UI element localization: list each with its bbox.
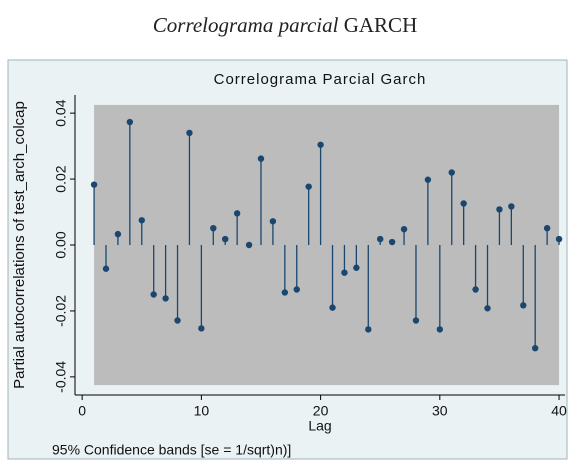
x-tick-label: 0 (78, 403, 86, 419)
stem-dot (531, 344, 539, 352)
stem-dot (329, 304, 336, 311)
stem-dot (472, 286, 479, 293)
y-tick-label: 0.00 (53, 231, 69, 258)
y-tick-label: -0.04 (53, 361, 69, 393)
x-tick-label: 10 (194, 403, 210, 419)
caption-italic: Correlograma parcial (153, 13, 339, 37)
stem-dot (233, 210, 241, 217)
stem-dot (174, 317, 181, 324)
stem-dot (436, 326, 444, 333)
stem-dot (269, 218, 277, 225)
stem-dot (293, 286, 300, 293)
stem-dot (102, 265, 110, 272)
stem-dot (186, 129, 193, 137)
stem-dot (508, 203, 515, 210)
stem-dot (353, 264, 360, 271)
y-axis-label: Partial autocorrelations of test_arch_co… (11, 101, 28, 389)
y-tick-label: -0.02 (53, 295, 69, 327)
stem-dot (257, 155, 265, 162)
confidence-band (94, 104, 560, 386)
stem-dot (412, 317, 420, 324)
stem-dot (341, 269, 348, 276)
stem-dot (114, 230, 122, 238)
stem-dot (496, 206, 503, 213)
stem-dot (281, 289, 289, 296)
y-tick-label: 0.04 (53, 99, 69, 126)
stem-dot (543, 224, 551, 232)
stem-dot (377, 235, 384, 243)
stem-dot (126, 118, 134, 126)
caption-plain: GARCH (344, 13, 418, 37)
stem-dot (400, 225, 408, 233)
x-axis-label: Lag (308, 418, 331, 434)
stem-dot (520, 302, 527, 309)
stem-dot (162, 295, 169, 302)
stem-dot (460, 200, 467, 207)
x-tick-label: 40 (551, 403, 567, 419)
stem-dot (424, 176, 432, 183)
stem-dot (198, 325, 205, 332)
chart-title: Correlograma Parcial Garch (214, 71, 427, 88)
stem-dot (555, 235, 563, 243)
y-tick-label: 0.02 (53, 165, 69, 192)
stem-dot (222, 235, 229, 243)
x-tick-label: 30 (432, 403, 448, 419)
stem-dot (138, 217, 145, 224)
stem-dot (245, 241, 253, 249)
note: 95% Confidence bands [se = 1/sqrt)n)] (52, 442, 291, 458)
figure-caption: Correlograma parcial GARCH (153, 13, 417, 37)
stem-dot (305, 183, 312, 190)
stem-dot (150, 291, 157, 298)
stem-dot (210, 224, 217, 232)
stem-dot (90, 181, 98, 188)
stem-dot (448, 169, 455, 176)
stem-dot (388, 238, 396, 246)
stem-dot (365, 326, 372, 333)
x-tick-label: 20 (313, 403, 329, 419)
stem-dot (317, 141, 324, 148)
stem-dot (484, 305, 491, 312)
